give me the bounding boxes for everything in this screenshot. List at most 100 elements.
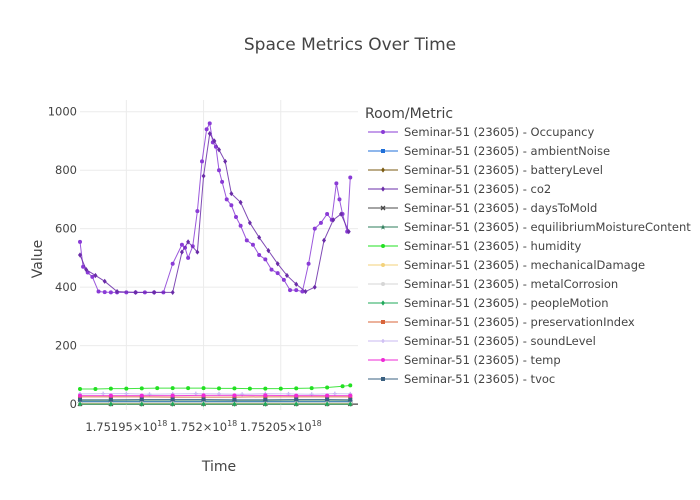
data-point — [348, 401, 353, 407]
data-point — [212, 138, 217, 144]
data-point — [108, 393, 113, 398]
data-point — [247, 386, 252, 391]
legend-item[interactable]: Seminar-51 (23605) - humidity — [368, 239, 582, 253]
legend-item[interactable]: Seminar-51 (23605) - Occupancy — [368, 125, 595, 139]
data-point — [303, 288, 308, 295]
data-point — [207, 121, 212, 126]
data-point — [348, 175, 353, 180]
data-point — [108, 290, 113, 295]
legend-swatch-marker — [381, 320, 385, 324]
data-point — [294, 393, 299, 398]
legend-label: Seminar-51 (23605) - mechanicalDamage — [404, 258, 645, 272]
data-point — [179, 242, 184, 247]
legend-item[interactable]: Seminar-51 (23605) - soundLevel — [368, 334, 596, 348]
data-point — [217, 386, 221, 391]
legend-item[interactable]: Seminar-51 (23605) - temp — [368, 353, 561, 367]
legend-item[interactable]: Seminar-51 (23605) - preservationIndex — [368, 315, 635, 329]
legend-item[interactable]: Seminar-51 (23605) - batteryLevel — [368, 163, 603, 177]
data-point — [275, 271, 280, 276]
legend-swatch-marker — [380, 224, 386, 230]
legend-item[interactable]: Seminar-51 (23605) - co2 — [368, 182, 551, 196]
data-point — [294, 288, 299, 293]
y-tick-label: 200 — [55, 339, 77, 353]
data-point — [78, 397, 82, 402]
data-point — [207, 131, 212, 137]
data-point — [334, 181, 339, 186]
data-point — [201, 386, 206, 391]
data-point — [204, 127, 209, 132]
data-point — [325, 393, 330, 398]
data-point — [78, 386, 82, 391]
x-tick-mantissa: 1.75195×10 — [85, 420, 157, 434]
legend-label: Seminar-51 (23605) - batteryLevel — [404, 163, 603, 177]
data-point — [93, 386, 98, 391]
data-point — [238, 223, 243, 228]
legend-swatch-marker — [381, 130, 385, 134]
data-point — [312, 226, 317, 231]
data-point — [281, 277, 286, 282]
series-line — [79, 132, 350, 293]
gridlines — [80, 100, 358, 410]
data-point — [325, 397, 330, 402]
data-point — [247, 220, 252, 226]
data-point — [257, 234, 262, 241]
data-point — [332, 391, 337, 396]
legend-label: Seminar-51 (23605) - preservationIndex — [404, 315, 635, 329]
data-point — [232, 401, 237, 407]
data-point — [300, 289, 305, 294]
data-point — [232, 393, 237, 398]
data-point — [288, 288, 293, 293]
legend-label: Seminar-51 (23605) - metalCorrosion — [404, 277, 618, 291]
data-point — [223, 158, 228, 165]
data-point — [124, 386, 129, 391]
data-point — [139, 397, 144, 402]
legend-item[interactable]: Seminar-51 (23605) - mechanicalDamage — [368, 258, 645, 272]
legend-swatch-marker — [381, 186, 385, 192]
data-point — [102, 278, 107, 284]
series-6 — [78, 383, 353, 391]
legend-item[interactable]: Seminar-51 (23605) - metalCorrosion — [368, 277, 618, 291]
data-point — [263, 257, 268, 262]
x-tick-mantissa: 1.752×10 — [170, 420, 227, 434]
y-tick-label: 0 — [70, 397, 77, 411]
series-9 — [78, 401, 353, 407]
data-point — [170, 401, 175, 407]
data-point — [312, 284, 317, 290]
data-point — [93, 272, 98, 279]
y-tick-label: 800 — [55, 163, 77, 177]
data-point — [318, 220, 323, 225]
data-point — [201, 397, 206, 402]
data-point — [348, 383, 353, 388]
data-point — [325, 385, 330, 390]
data-point — [201, 401, 206, 407]
legend-item[interactable]: Seminar-51 (23605) - ambientNoise — [368, 144, 610, 158]
legend-label: Seminar-51 (23605) - equilibriumMoisture… — [404, 220, 691, 234]
legend-item[interactable]: Seminar-51 (23605) - equilibriumMoisture… — [368, 220, 691, 234]
data-point — [195, 249, 200, 255]
y-axis-title: Value — [30, 240, 46, 278]
data-point — [115, 288, 120, 295]
data-point — [201, 393, 206, 398]
data-point — [108, 386, 113, 391]
series-layer — [77, 121, 353, 407]
data-point — [108, 401, 113, 407]
data-point — [195, 209, 200, 214]
data-point — [200, 159, 205, 164]
legend-item[interactable]: Seminar-51 (23605) - daysToMold — [368, 201, 597, 215]
data-point — [229, 203, 234, 208]
data-point — [217, 168, 221, 173]
legend-item[interactable]: Seminar-51 (23605) - peopleMotion — [368, 296, 609, 310]
x-tick-label: 1.752×1018 — [170, 419, 237, 434]
legend-swatch-marker — [381, 377, 385, 381]
legend-item[interactable]: Seminar-51 (23605) - tvoc — [368, 372, 555, 386]
legend: Room/Metric Seminar-51 (23605) - Occupan… — [365, 106, 691, 386]
legend-swatch-marker — [381, 339, 385, 343]
data-point — [269, 267, 274, 272]
data-point — [331, 217, 336, 223]
data-point — [186, 239, 191, 245]
data-point — [337, 197, 342, 202]
data-point — [294, 386, 299, 391]
legend-swatch-marker — [381, 244, 385, 248]
data-point — [186, 386, 191, 391]
